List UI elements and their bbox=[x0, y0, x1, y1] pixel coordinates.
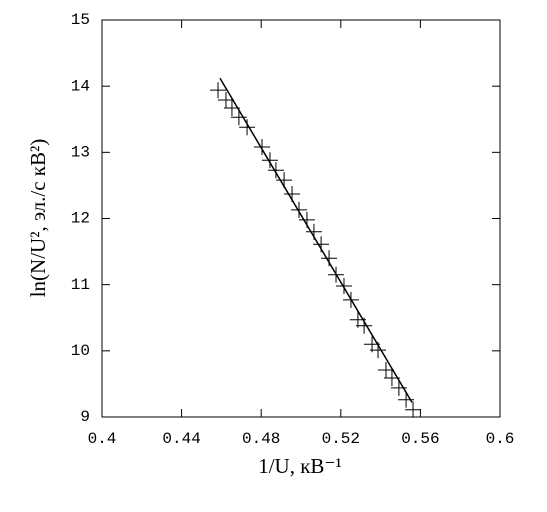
y-tick-label: 10 bbox=[71, 342, 90, 360]
x-tick-label: 0.4 bbox=[88, 430, 117, 448]
data-point bbox=[261, 152, 278, 169]
x-tick-label: 0.52 bbox=[322, 430, 360, 448]
y-tick-label: 9 bbox=[80, 408, 90, 426]
x-tick-label: 0.44 bbox=[162, 430, 200, 448]
data-point bbox=[390, 379, 407, 396]
x-tick-label: 0.56 bbox=[401, 430, 439, 448]
data-point bbox=[377, 362, 394, 379]
y-tick-label: 15 bbox=[71, 11, 90, 29]
y-tick-label: 14 bbox=[71, 77, 90, 95]
fit-line bbox=[219, 77, 413, 403]
data-point bbox=[253, 139, 270, 156]
x-axis-label: 1/U, кВ⁻¹ bbox=[258, 454, 342, 478]
plot-frame bbox=[101, 19, 501, 418]
data-point bbox=[405, 401, 422, 418]
x-tick-label: 0.48 bbox=[242, 430, 280, 448]
data-point bbox=[335, 277, 352, 294]
data-point bbox=[230, 109, 247, 126]
data-point bbox=[291, 201, 308, 218]
y-axis-label: ln(N/U², эл./с кВ²) bbox=[26, 139, 50, 298]
y-tick-label: 13 bbox=[71, 144, 90, 162]
data-point bbox=[398, 391, 415, 408]
data-point bbox=[239, 119, 256, 136]
x-tick-label: 0.6 bbox=[486, 430, 515, 448]
y-tick-label: 11 bbox=[71, 276, 90, 294]
data-point bbox=[217, 92, 234, 109]
data-point bbox=[267, 162, 284, 179]
y-tick-label: 12 bbox=[71, 210, 90, 228]
data-point bbox=[210, 82, 227, 99]
